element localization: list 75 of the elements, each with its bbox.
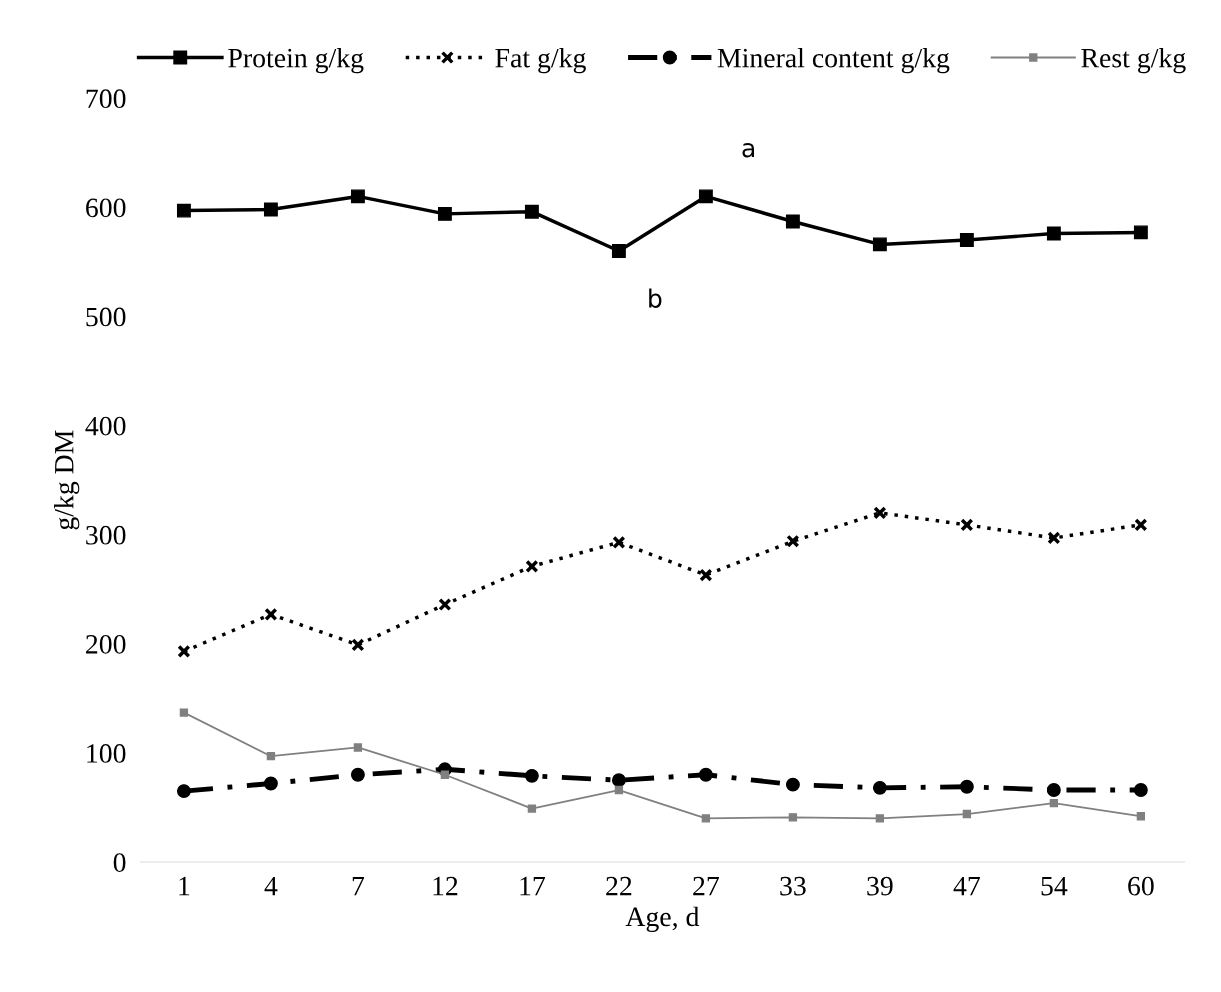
x-tick-label: 1 <box>179 876 190 896</box>
point <box>1047 531 1061 545</box>
annotation: b <box>649 288 662 308</box>
x-tick-label: 33 <box>780 876 806 896</box>
point <box>437 206 452 221</box>
point <box>873 506 887 520</box>
y-axis-title: g/kg DM <box>54 430 80 530</box>
y-tick-label: 500 <box>86 307 126 327</box>
point <box>263 202 278 217</box>
point <box>875 814 885 823</box>
legend-label: Protein g/kg <box>228 47 364 74</box>
point <box>524 204 539 219</box>
x-tick-label: 27 <box>693 876 719 896</box>
x-axis-title: Age, d <box>625 906 700 932</box>
x-tick-label: 54 <box>1041 876 1068 896</box>
y-tick-label: 600 <box>86 198 126 218</box>
point <box>785 777 800 792</box>
y-tick-label: 300 <box>86 525 126 545</box>
x-tick-label: 22 <box>606 876 632 896</box>
point <box>1046 783 1061 797</box>
point <box>350 767 365 782</box>
point <box>872 780 887 795</box>
legend-label: Mineral content g/kg <box>717 47 950 74</box>
point <box>959 233 974 248</box>
point <box>266 752 276 761</box>
point <box>699 568 713 582</box>
y-tick-label: 400 <box>85 416 126 436</box>
point <box>959 779 974 794</box>
y-tick-label: 200 <box>86 634 126 654</box>
point <box>524 768 539 783</box>
legend-label: Rest g/kg <box>1081 47 1186 74</box>
y-tick-label: 700 <box>86 89 126 109</box>
point <box>612 535 626 549</box>
point <box>176 203 191 218</box>
point <box>698 189 713 204</box>
point <box>698 767 713 782</box>
point <box>438 597 452 612</box>
x-tick-label: 17 <box>520 876 545 896</box>
point <box>176 784 191 799</box>
point <box>1046 226 1061 241</box>
point <box>351 638 365 652</box>
x-tick-label: 47 <box>953 876 980 896</box>
point <box>1134 518 1148 532</box>
point <box>611 244 626 258</box>
point <box>353 743 363 752</box>
point <box>962 809 972 819</box>
point <box>788 813 798 822</box>
point <box>872 237 887 252</box>
point <box>1133 783 1148 797</box>
point <box>960 518 974 532</box>
point <box>785 214 800 229</box>
point <box>177 644 191 659</box>
point <box>527 804 537 813</box>
x-tick-label: 60 <box>1128 876 1154 896</box>
point <box>525 559 539 573</box>
point <box>179 708 189 717</box>
point <box>786 534 800 548</box>
point <box>614 785 624 795</box>
x-tick-label: 4 <box>264 876 278 896</box>
annotation: a <box>742 143 755 158</box>
point <box>701 814 711 823</box>
legend-label: Fat g/kg <box>495 47 586 74</box>
point <box>440 770 450 779</box>
point <box>263 776 278 791</box>
point <box>611 773 626 788</box>
x-tick-label: 7 <box>352 877 365 896</box>
point <box>1136 812 1146 821</box>
y-tick-label: 100 <box>87 744 126 763</box>
point <box>264 607 278 621</box>
x-tick-label: 39 <box>867 876 893 896</box>
point <box>350 189 365 204</box>
point <box>1049 798 1059 808</box>
x-tick-label: 12 <box>433 876 458 896</box>
point <box>1133 225 1148 240</box>
y-tick-label: 0 <box>113 853 126 872</box>
